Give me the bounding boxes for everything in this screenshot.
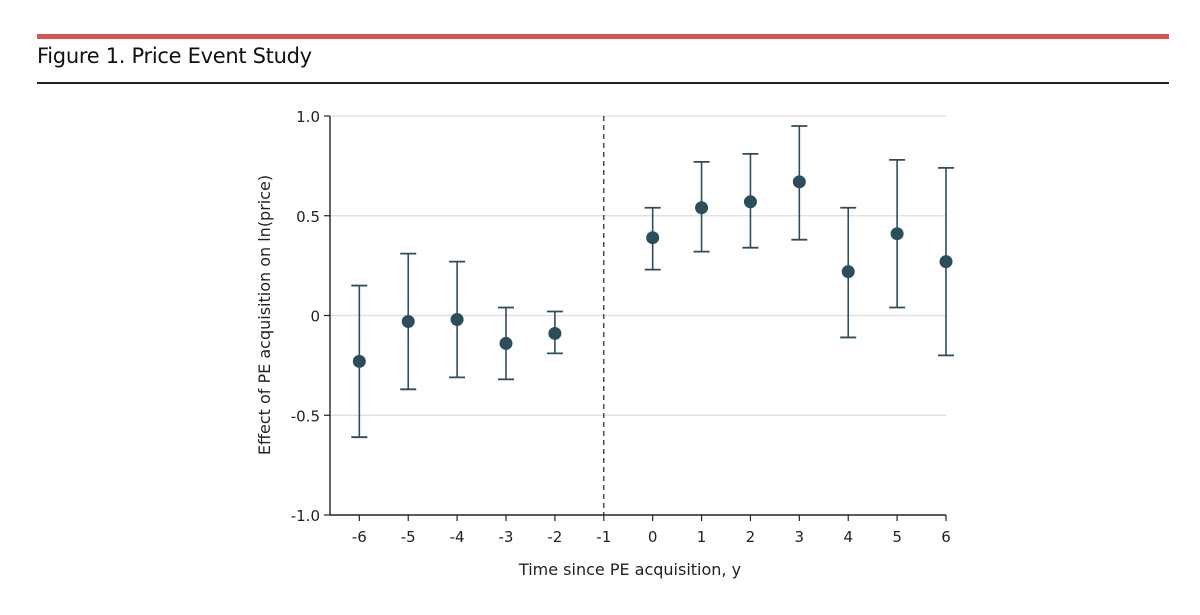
x-tick-label: 4 [843,528,853,546]
data-point [792,175,806,189]
x-tick-label: -6 [352,528,367,546]
x-tick-label: 6 [941,528,951,546]
y-tick-label: 0 [310,308,320,326]
x-axis-label: Time since PE acquisition, y [518,560,741,579]
data-point [499,336,513,350]
x-tick-label: -4 [450,528,465,546]
data-point [401,314,415,328]
data-points [351,125,954,439]
data-point [743,195,757,209]
accent-rule [37,34,1169,39]
y-axis-label: Effect of PE acquisition on ln(price) [255,175,274,455]
data-point [352,354,366,368]
x-tick-label: -2 [547,528,562,546]
x-tick-label: -1 [596,528,611,546]
y-tick-label: -0.5 [291,407,320,425]
x-tick-label: -5 [401,528,416,546]
data-point [646,231,660,245]
x-tick-label: 0 [648,528,658,546]
grid-lines [330,115,946,416]
data-point [841,265,855,279]
y-tick-label: 1.0 [296,108,320,126]
data-point [890,227,904,241]
data-point [939,255,953,269]
x-tick-label: 5 [892,528,902,546]
figure-title: Figure 1. Price Event Study [37,44,312,68]
axes: 1.0 0.5 0 -0.5 -1.0 -6 -5 -4 -3 -2 -1 0 1 2 3 4 5 6 [291,108,951,546]
title-rule [37,82,1169,84]
x-tick-label: 2 [746,528,756,546]
y-tick-label: -1.0 [291,507,320,525]
y-tick-label: 0.5 [296,208,320,226]
data-point [695,201,709,215]
x-tick-label: -3 [499,528,514,546]
data-point [450,312,464,326]
x-tick-label: 3 [795,528,805,546]
data-point [548,326,562,340]
x-tick-label: 1 [697,528,707,546]
